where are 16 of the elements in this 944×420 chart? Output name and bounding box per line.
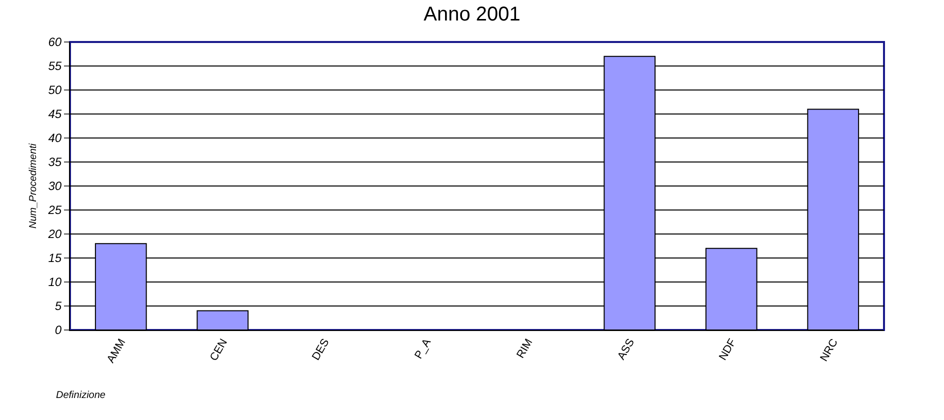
chart-title: Anno 2001 <box>424 3 520 26</box>
y-tick-label: 35 <box>48 155 62 170</box>
y-tick-label: 30 <box>48 179 62 194</box>
y-tick-label: 55 <box>48 59 62 74</box>
x-axis-title: Definizione <box>56 390 106 401</box>
y-tick-label: 0 <box>54 323 62 338</box>
y-tick-label: 50 <box>48 83 62 98</box>
y-axis-title: Num_Procedimenti <box>28 142 40 229</box>
y-tick-label: 15 <box>48 251 62 266</box>
y-tick-label: 10 <box>48 275 62 290</box>
y-tick-label: 20 <box>47 227 62 242</box>
y-tick-label: 5 <box>54 299 62 314</box>
y-tick-label: 60 <box>48 35 62 50</box>
y-tick-label: 40 <box>48 131 62 146</box>
y-tick-label: 25 <box>47 203 62 218</box>
y-tick-label: 45 <box>48 107 62 122</box>
